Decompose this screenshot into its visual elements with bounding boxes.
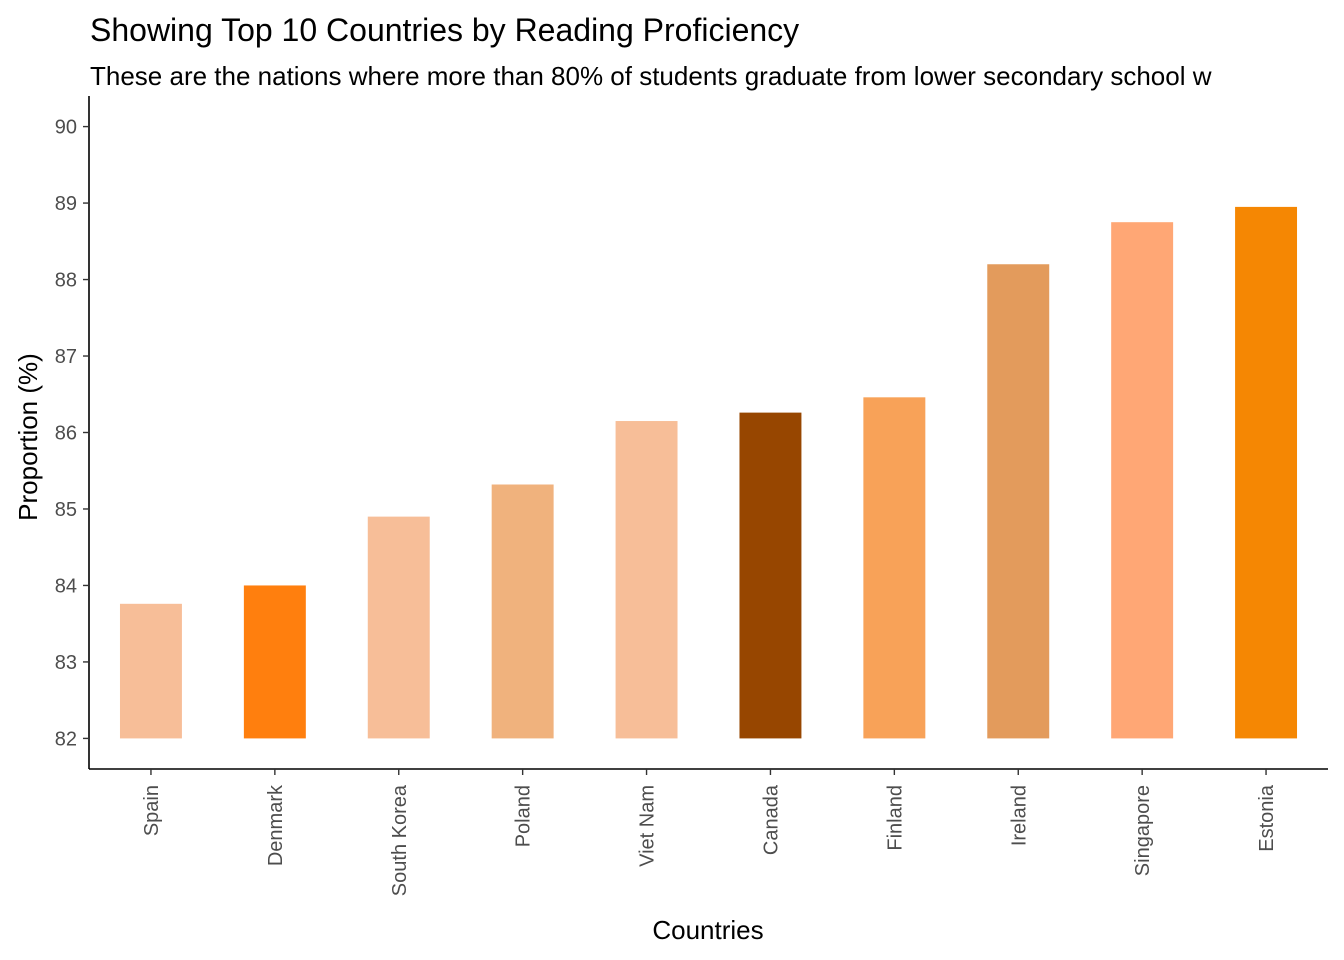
- bar: [987, 264, 1050, 739]
- y-tick-label: 88: [55, 270, 77, 292]
- x-tick-label: South Korea: [389, 784, 411, 896]
- chart-title: Showing Top 10 Countries by Reading Prof…: [90, 12, 799, 48]
- x-tick-label: Viet Nam: [637, 785, 659, 867]
- y-tick-label: 85: [55, 499, 77, 521]
- bar: [1235, 206, 1298, 739]
- x-tick-label: Spain: [141, 785, 163, 836]
- bar: [119, 603, 182, 739]
- bar: [491, 484, 554, 739]
- x-tick-label: Estonia: [1256, 784, 1278, 852]
- y-axis-title: Proportion (%): [13, 353, 43, 521]
- y-tick-label: 90: [55, 117, 77, 139]
- bar: [863, 397, 926, 739]
- bar: [615, 421, 678, 739]
- y-tick-label: 82: [55, 728, 77, 750]
- y-tick-label: 87: [55, 346, 77, 368]
- y-tick-label: 84: [55, 575, 77, 597]
- y-tick-label: 86: [55, 423, 77, 445]
- x-tick-label: Ireland: [1008, 785, 1030, 846]
- x-tick-label: Canada: [760, 784, 782, 855]
- bar: [1111, 222, 1174, 739]
- x-axis: Spain Denmark South Korea Poland Viet Nam Can…: [89, 768, 1328, 896]
- bar: [367, 516, 430, 739]
- bar: [739, 412, 802, 739]
- x-axis-title: Countries: [652, 915, 763, 945]
- x-tick-label: Finland: [884, 785, 906, 851]
- x-tick-label: Singapore: [1132, 785, 1154, 876]
- x-tick-label: Poland: [513, 785, 535, 847]
- chart-subtitle: These are the nations where more than 80…: [90, 61, 1212, 91]
- bar: [243, 585, 306, 739]
- y-axis: 82 83 84 85 86 87 88 89 90: [55, 96, 90, 769]
- bars: [119, 206, 1298, 739]
- y-tick-label: 83: [55, 652, 77, 674]
- x-tick-label: Denmark: [265, 784, 287, 866]
- y-tick-label: 89: [55, 193, 77, 215]
